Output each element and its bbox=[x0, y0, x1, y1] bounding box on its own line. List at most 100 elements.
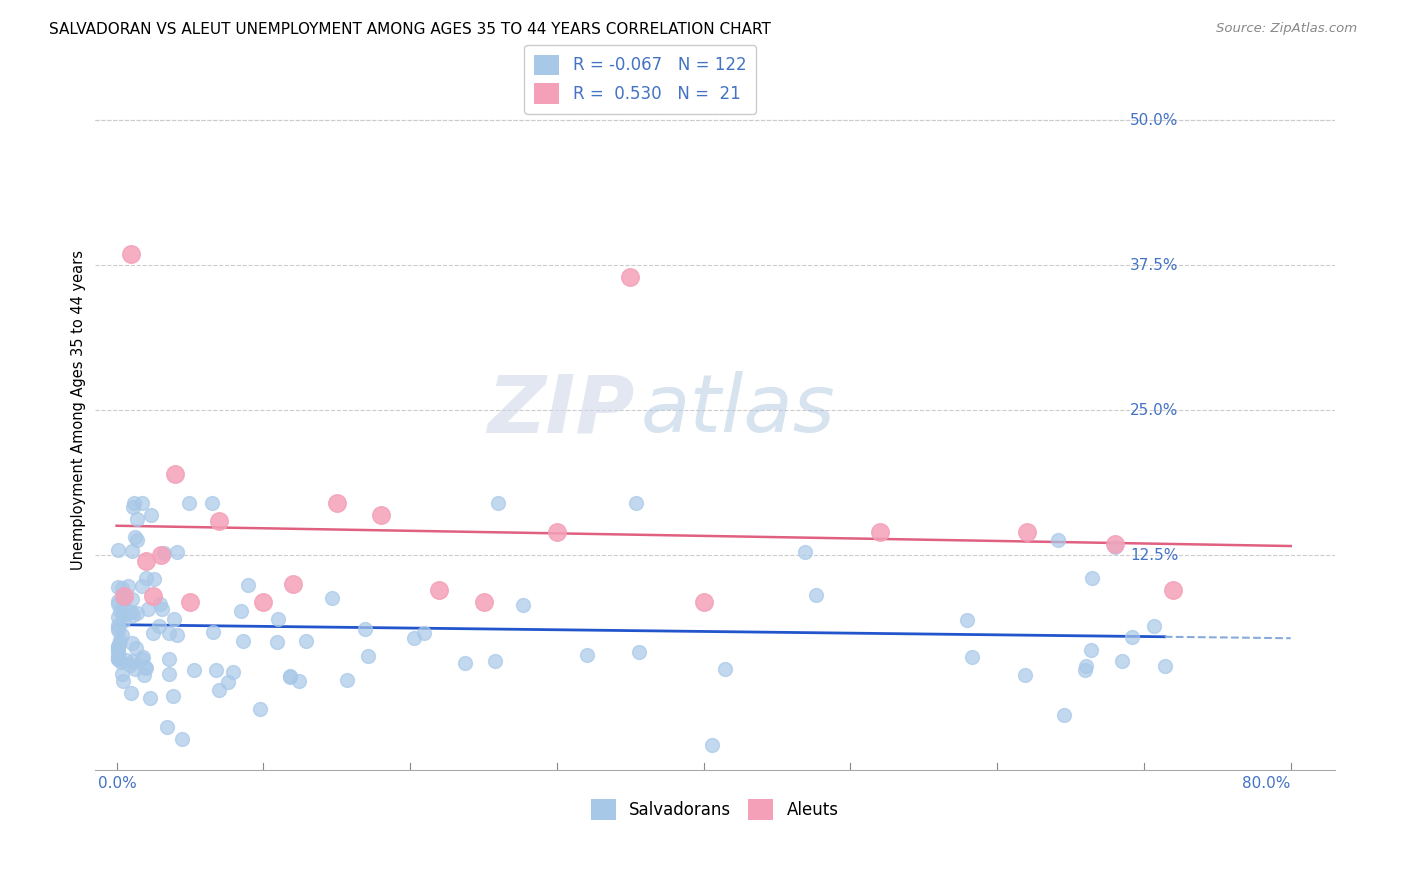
Point bbox=[1080, 643, 1102, 657]
Point bbox=[127, 533, 149, 548]
Point bbox=[1111, 655, 1133, 669]
Point bbox=[321, 591, 343, 606]
Point bbox=[162, 612, 184, 626]
Point bbox=[156, 720, 179, 734]
Point bbox=[148, 619, 170, 633]
Point bbox=[402, 631, 425, 645]
Point bbox=[108, 604, 131, 618]
Point bbox=[142, 589, 165, 603]
Point bbox=[107, 624, 129, 638]
Text: 25.0%: 25.0% bbox=[1130, 403, 1178, 417]
Point bbox=[122, 500, 145, 514]
Text: ZIP: ZIP bbox=[486, 371, 634, 450]
Point bbox=[135, 554, 157, 568]
Point bbox=[1015, 525, 1038, 540]
Point bbox=[111, 607, 134, 622]
Point bbox=[1143, 619, 1166, 633]
Point bbox=[107, 609, 129, 624]
Point bbox=[107, 648, 129, 663]
Point bbox=[619, 269, 641, 284]
Point bbox=[122, 496, 145, 510]
Point bbox=[1163, 583, 1185, 598]
Point bbox=[110, 655, 132, 669]
Point bbox=[112, 615, 135, 629]
Y-axis label: Unemployment Among Ages 35 to 44 years: Unemployment Among Ages 35 to 44 years bbox=[72, 251, 86, 570]
Point bbox=[354, 622, 377, 636]
Point bbox=[111, 628, 134, 642]
Point bbox=[107, 618, 129, 632]
Point bbox=[266, 635, 288, 649]
Point bbox=[157, 652, 180, 666]
Point bbox=[546, 525, 568, 540]
Point bbox=[1081, 571, 1104, 585]
Point bbox=[112, 593, 135, 607]
Point bbox=[956, 614, 979, 628]
Point bbox=[139, 508, 162, 522]
Point bbox=[124, 662, 146, 676]
Point bbox=[869, 525, 891, 540]
Text: atlas: atlas bbox=[640, 371, 835, 450]
Point bbox=[111, 582, 134, 596]
Point bbox=[124, 530, 146, 544]
Point bbox=[134, 660, 156, 674]
Point bbox=[142, 572, 165, 586]
Point bbox=[201, 496, 224, 510]
Point bbox=[120, 686, 142, 700]
Point bbox=[115, 652, 138, 666]
Point bbox=[107, 642, 129, 657]
Point bbox=[357, 649, 380, 664]
Point bbox=[1104, 541, 1126, 555]
Point bbox=[1046, 533, 1069, 548]
Point bbox=[713, 662, 735, 676]
Point bbox=[624, 496, 647, 510]
Point bbox=[252, 595, 274, 609]
Point bbox=[107, 640, 129, 655]
Point bbox=[1014, 668, 1036, 682]
Point bbox=[702, 738, 724, 752]
Point bbox=[232, 633, 254, 648]
Point bbox=[149, 597, 172, 611]
Point bbox=[429, 583, 451, 598]
Point bbox=[628, 645, 651, 659]
Point bbox=[120, 605, 142, 619]
Point bbox=[110, 633, 132, 648]
Text: 80.0%: 80.0% bbox=[1243, 776, 1291, 791]
Point bbox=[166, 545, 188, 559]
Point bbox=[512, 598, 534, 612]
Point bbox=[121, 636, 143, 650]
Point bbox=[125, 641, 148, 656]
Point bbox=[1074, 659, 1097, 673]
Point bbox=[149, 549, 172, 563]
Point bbox=[111, 673, 134, 688]
Point bbox=[1074, 663, 1097, 677]
Point bbox=[1053, 707, 1076, 722]
Text: 0.0%: 0.0% bbox=[97, 776, 136, 791]
Point bbox=[142, 626, 165, 640]
Point bbox=[136, 602, 159, 616]
Point bbox=[139, 691, 162, 706]
Point bbox=[1153, 659, 1175, 673]
Point bbox=[413, 626, 436, 640]
Point bbox=[278, 670, 301, 684]
Point bbox=[112, 607, 135, 621]
Point bbox=[131, 496, 153, 510]
Point bbox=[202, 624, 225, 639]
Point bbox=[484, 654, 506, 668]
Point bbox=[165, 467, 187, 482]
Point bbox=[287, 673, 309, 688]
Text: 12.5%: 12.5% bbox=[1130, 548, 1178, 563]
Point bbox=[267, 612, 290, 626]
Point bbox=[107, 650, 129, 665]
Point bbox=[107, 543, 129, 558]
Point bbox=[121, 591, 143, 606]
Point bbox=[122, 654, 145, 668]
Point bbox=[793, 545, 815, 559]
Point bbox=[238, 578, 260, 592]
Point bbox=[177, 496, 200, 510]
Point bbox=[135, 661, 157, 675]
Point bbox=[121, 544, 143, 558]
Point bbox=[107, 621, 129, 635]
Point bbox=[118, 657, 141, 672]
Point bbox=[157, 626, 180, 640]
Text: 50.0%: 50.0% bbox=[1130, 112, 1178, 128]
